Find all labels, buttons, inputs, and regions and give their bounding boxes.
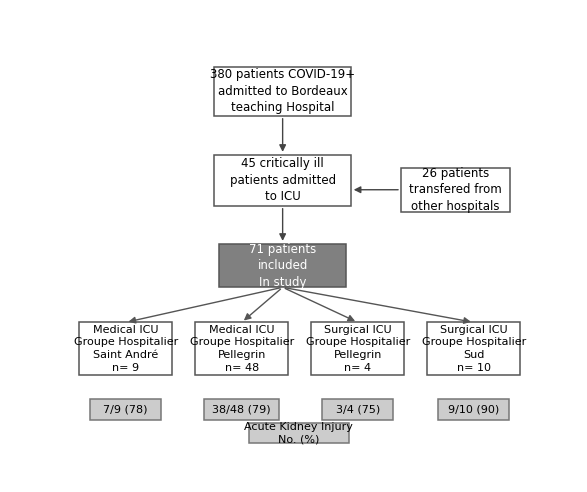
FancyBboxPatch shape [322, 399, 393, 420]
FancyBboxPatch shape [219, 244, 346, 287]
Text: Surgical ICU
Groupe Hospitalier
Sud
n= 10: Surgical ICU Groupe Hospitalier Sud n= 1… [421, 325, 526, 373]
Text: Medical ICU
Groupe Hospitalier
Pellegrin
n= 48: Medical ICU Groupe Hospitalier Pellegrin… [190, 325, 294, 373]
Text: 9/10 (90): 9/10 (90) [448, 404, 500, 414]
FancyBboxPatch shape [214, 66, 351, 116]
Text: Acute Kidney Injury
No. (%): Acute Kidney Injury No. (%) [244, 422, 353, 444]
FancyBboxPatch shape [195, 322, 288, 375]
Text: 26 patients
transfered from
other hospitals: 26 patients transfered from other hospit… [409, 167, 502, 213]
FancyBboxPatch shape [90, 399, 161, 420]
FancyBboxPatch shape [214, 154, 351, 206]
Text: Medical ICU
Groupe Hospitalier
Saint André
n= 9: Medical ICU Groupe Hospitalier Saint And… [73, 325, 178, 373]
Text: Surgical ICU
Groupe Hospitalier
Pellegrin
n= 4: Surgical ICU Groupe Hospitalier Pellegri… [306, 325, 410, 373]
FancyBboxPatch shape [427, 322, 520, 375]
Text: 7/9 (78): 7/9 (78) [103, 404, 148, 414]
FancyBboxPatch shape [401, 168, 510, 212]
Text: 3/4 (75): 3/4 (75) [336, 404, 380, 414]
FancyBboxPatch shape [438, 399, 509, 420]
FancyBboxPatch shape [204, 399, 279, 420]
FancyBboxPatch shape [311, 322, 404, 375]
FancyBboxPatch shape [79, 322, 173, 375]
FancyBboxPatch shape [248, 423, 349, 443]
Text: 71 patients
included
In study: 71 patients included In study [249, 243, 316, 288]
Text: 45 critically ill
patients admitted
to ICU: 45 critically ill patients admitted to I… [230, 157, 336, 203]
Text: 38/48 (79): 38/48 (79) [212, 404, 271, 414]
Text: 380 patients COVID-19+
admitted to Bordeaux
teaching Hospital: 380 patients COVID-19+ admitted to Borde… [210, 68, 355, 114]
